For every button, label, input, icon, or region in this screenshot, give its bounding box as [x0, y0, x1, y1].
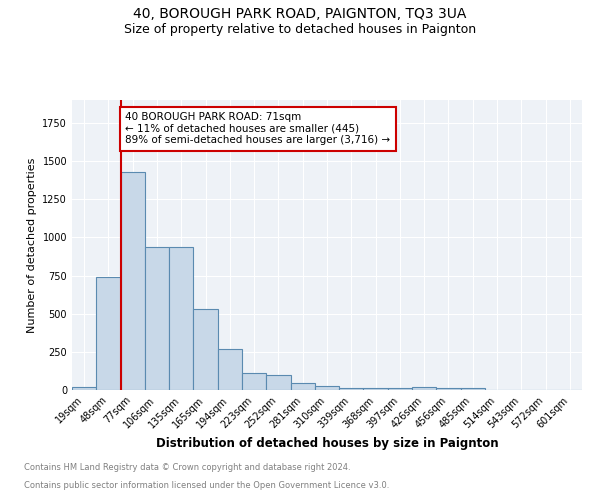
Bar: [242, 373, 266, 390]
Bar: [290, 383, 315, 390]
Bar: [388, 388, 412, 390]
Y-axis label: Number of detached properties: Number of detached properties: [27, 158, 37, 332]
Text: Contains public sector information licensed under the Open Government Licence v3: Contains public sector information licen…: [24, 481, 389, 490]
Bar: [339, 388, 364, 390]
Bar: [218, 349, 242, 390]
Bar: [461, 388, 485, 390]
Bar: [436, 388, 461, 390]
Bar: [364, 388, 388, 390]
Bar: [169, 246, 193, 390]
Bar: [412, 387, 436, 390]
Text: Distribution of detached houses by size in Paignton: Distribution of detached houses by size …: [155, 438, 499, 450]
Text: 40, BOROUGH PARK ROAD, PAIGNTON, TQ3 3UA: 40, BOROUGH PARK ROAD, PAIGNTON, TQ3 3UA: [133, 8, 467, 22]
Bar: [72, 386, 96, 390]
Bar: [266, 374, 290, 390]
Bar: [96, 277, 121, 390]
Bar: [193, 309, 218, 390]
Text: Size of property relative to detached houses in Paignton: Size of property relative to detached ho…: [124, 22, 476, 36]
Bar: [315, 386, 339, 390]
Text: Contains HM Land Registry data © Crown copyright and database right 2024.: Contains HM Land Registry data © Crown c…: [24, 464, 350, 472]
Bar: [145, 246, 169, 390]
Text: 40 BOROUGH PARK ROAD: 71sqm
← 11% of detached houses are smaller (445)
89% of se: 40 BOROUGH PARK ROAD: 71sqm ← 11% of det…: [125, 112, 391, 146]
Bar: [121, 172, 145, 390]
